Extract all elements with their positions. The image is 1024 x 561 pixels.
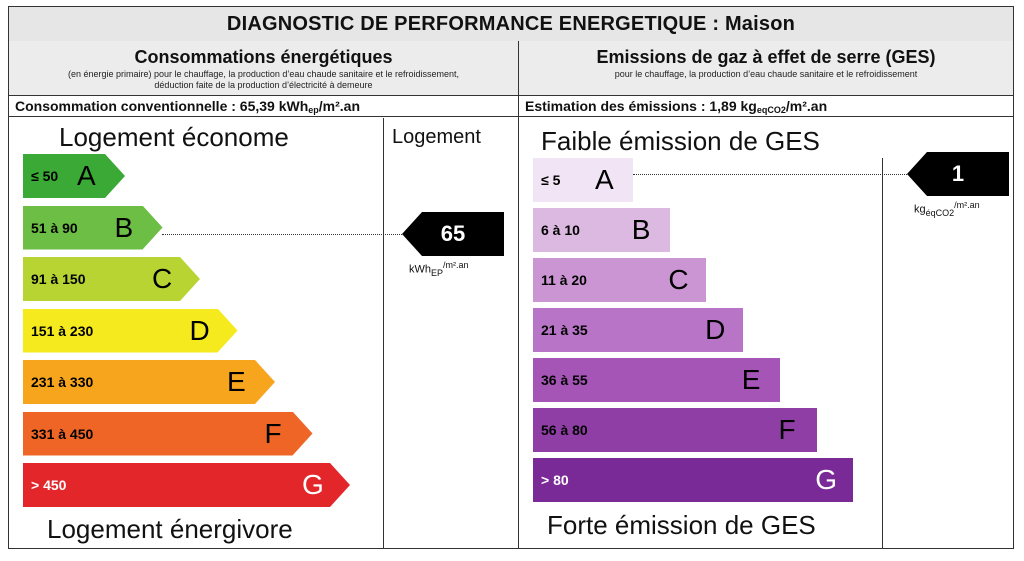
ges-class-f: 56 à 80 F	[533, 408, 817, 452]
ges-summary-suffix: /m².an	[785, 98, 828, 114]
ges-title: Emissions de gaz à effet de serre (GES)	[596, 47, 936, 67]
ges-class-letter: F	[778, 414, 796, 445]
energy-class-e: 231 à 330 E	[23, 360, 275, 404]
energy-class-letter: B	[114, 211, 134, 243]
ges-class-b: 6 à 10 B	[533, 208, 670, 252]
ges-class-letter: G	[815, 464, 837, 495]
energy-class-c: 91 à 150 C	[23, 257, 200, 301]
ges-class-e: 36 à 55 E	[533, 358, 780, 402]
energy-class-letter: D	[189, 314, 210, 346]
energy-title: Consommations énergétiques	[134, 47, 393, 67]
energy-class-range: ≤ 50	[31, 168, 59, 184]
page-title: DIAGNOSTIC DE PERFORMANCE ENERGETIQUE : …	[9, 7, 1013, 42]
energy-class-g: > 450 G	[23, 463, 350, 507]
energy-class-range: 51 à 90	[31, 219, 78, 236]
ges-class-c: 11 à 20 C	[533, 258, 707, 302]
ges-class-letter: C	[668, 264, 689, 295]
energy-unit: kWhEP/m².an	[409, 260, 469, 278]
ges-class-letter: B	[631, 214, 651, 245]
energy-class-letter: E	[227, 366, 246, 397]
energy-column-divider	[383, 118, 384, 548]
ges-class-letter: D	[705, 314, 726, 345]
ges-unit-end: /m².an	[954, 200, 980, 210]
energy-class-a: ≤ 50 A	[23, 154, 125, 198]
ges-unit-sub: éqCO2	[925, 207, 955, 218]
energy-top-label: Logement économe	[59, 122, 289, 152]
ges-panel: Emissions de gaz à effet de serre (GES) …	[519, 41, 1013, 548]
energy-class-letter: G	[302, 469, 324, 500]
energy-summary-sub: ep	[308, 105, 319, 115]
ges-class-range: ≤ 5	[541, 172, 561, 188]
energy-class-b: 51 à 90 B	[23, 206, 163, 250]
dpe-label: DIAGNOSTIC DE PERFORMANCE ENERGETIQUE : …	[8, 6, 1014, 549]
energy-unit-sub: EP	[431, 267, 444, 278]
energy-class-letter: C	[152, 263, 173, 294]
ges-bottom-label: Forte émission de GES	[547, 510, 816, 540]
ges-header: Emissions de gaz à effet de serre (GES) …	[519, 41, 1013, 96]
energy-header: Consommations énergétiques (en énergie p…	[9, 41, 518, 96]
ges-class-range: 21 à 35	[541, 322, 588, 338]
ges-class-letter: A	[595, 164, 614, 195]
energy-pointer-line	[162, 234, 402, 235]
ges-class-range: 11 à 20	[541, 272, 587, 288]
ges-summary-sub: eqCO2	[756, 105, 786, 115]
energy-class-letter: A	[77, 160, 96, 191]
ges-pointer-line	[633, 174, 909, 175]
ges-note: pour le chauffage, la production d’eau c…	[614, 69, 918, 79]
energy-summary-prefix: Consommation conventionnelle : 65,39 kWh	[15, 98, 309, 114]
energy-class-range: 91 à 150	[31, 271, 86, 287]
energy-summary: Consommation conventionnelle : 65,39 kWh…	[9, 96, 518, 117]
energy-class-range: 151 à 230	[31, 322, 94, 339]
ges-class-range: 36 à 55	[541, 372, 588, 388]
energy-class-f: 331 à 450 F	[23, 412, 313, 456]
energy-class-d: 151 à 230 D	[23, 309, 238, 353]
ges-top-label: Faible émission de GES	[541, 126, 820, 156]
ges-summary-prefix: Estimation des émissions : 1,89 kg	[525, 98, 757, 114]
ges-column-divider	[882, 158, 883, 548]
energy-class-range: 331 à 450	[31, 425, 94, 442]
energy-value-marker: 65	[402, 212, 504, 256]
energy-scale: Logement économe Logement Logement énerg…	[9, 118, 518, 548]
ges-class-a: ≤ 5 A	[533, 158, 633, 202]
ges-class-letter: E	[741, 364, 761, 395]
energy-column-label: Logement	[392, 126, 481, 148]
energy-unit-end: /m².an	[443, 260, 469, 270]
energy-unit-main: kWh	[409, 263, 431, 276]
ges-scale: Faible émission de GES Forte émission de…	[519, 118, 1013, 548]
energy-class-letter: F	[264, 417, 282, 449]
ges-class-range: 56 à 80	[541, 422, 588, 438]
ges-unit-main: kg	[914, 203, 926, 216]
ges-value-marker: 1	[907, 152, 1009, 196]
energy-summary-suffix: /m².an	[318, 98, 361, 114]
ges-class-d: 21 à 35 D	[533, 308, 744, 352]
energy-class-range: 231 à 330	[31, 374, 94, 390]
ges-summary: Estimation des émissions : 1,89 kgeqCO2/…	[519, 96, 1013, 117]
energy-class-range: > 450	[31, 477, 67, 493]
ges-class-range: > 80	[541, 472, 569, 488]
energy-panel: Consommations énergétiques (en énergie p…	[9, 41, 519, 548]
ges-class-range: 6 à 10	[541, 222, 580, 238]
energy-bottom-label: Logement énergivore	[47, 514, 293, 544]
energy-note: (en énergie primaire) pour le chauffage,…	[67, 69, 460, 90]
ges-unit: kgéqCO2/m².an	[914, 200, 980, 218]
ges-class-g: > 80 G	[533, 458, 854, 502]
